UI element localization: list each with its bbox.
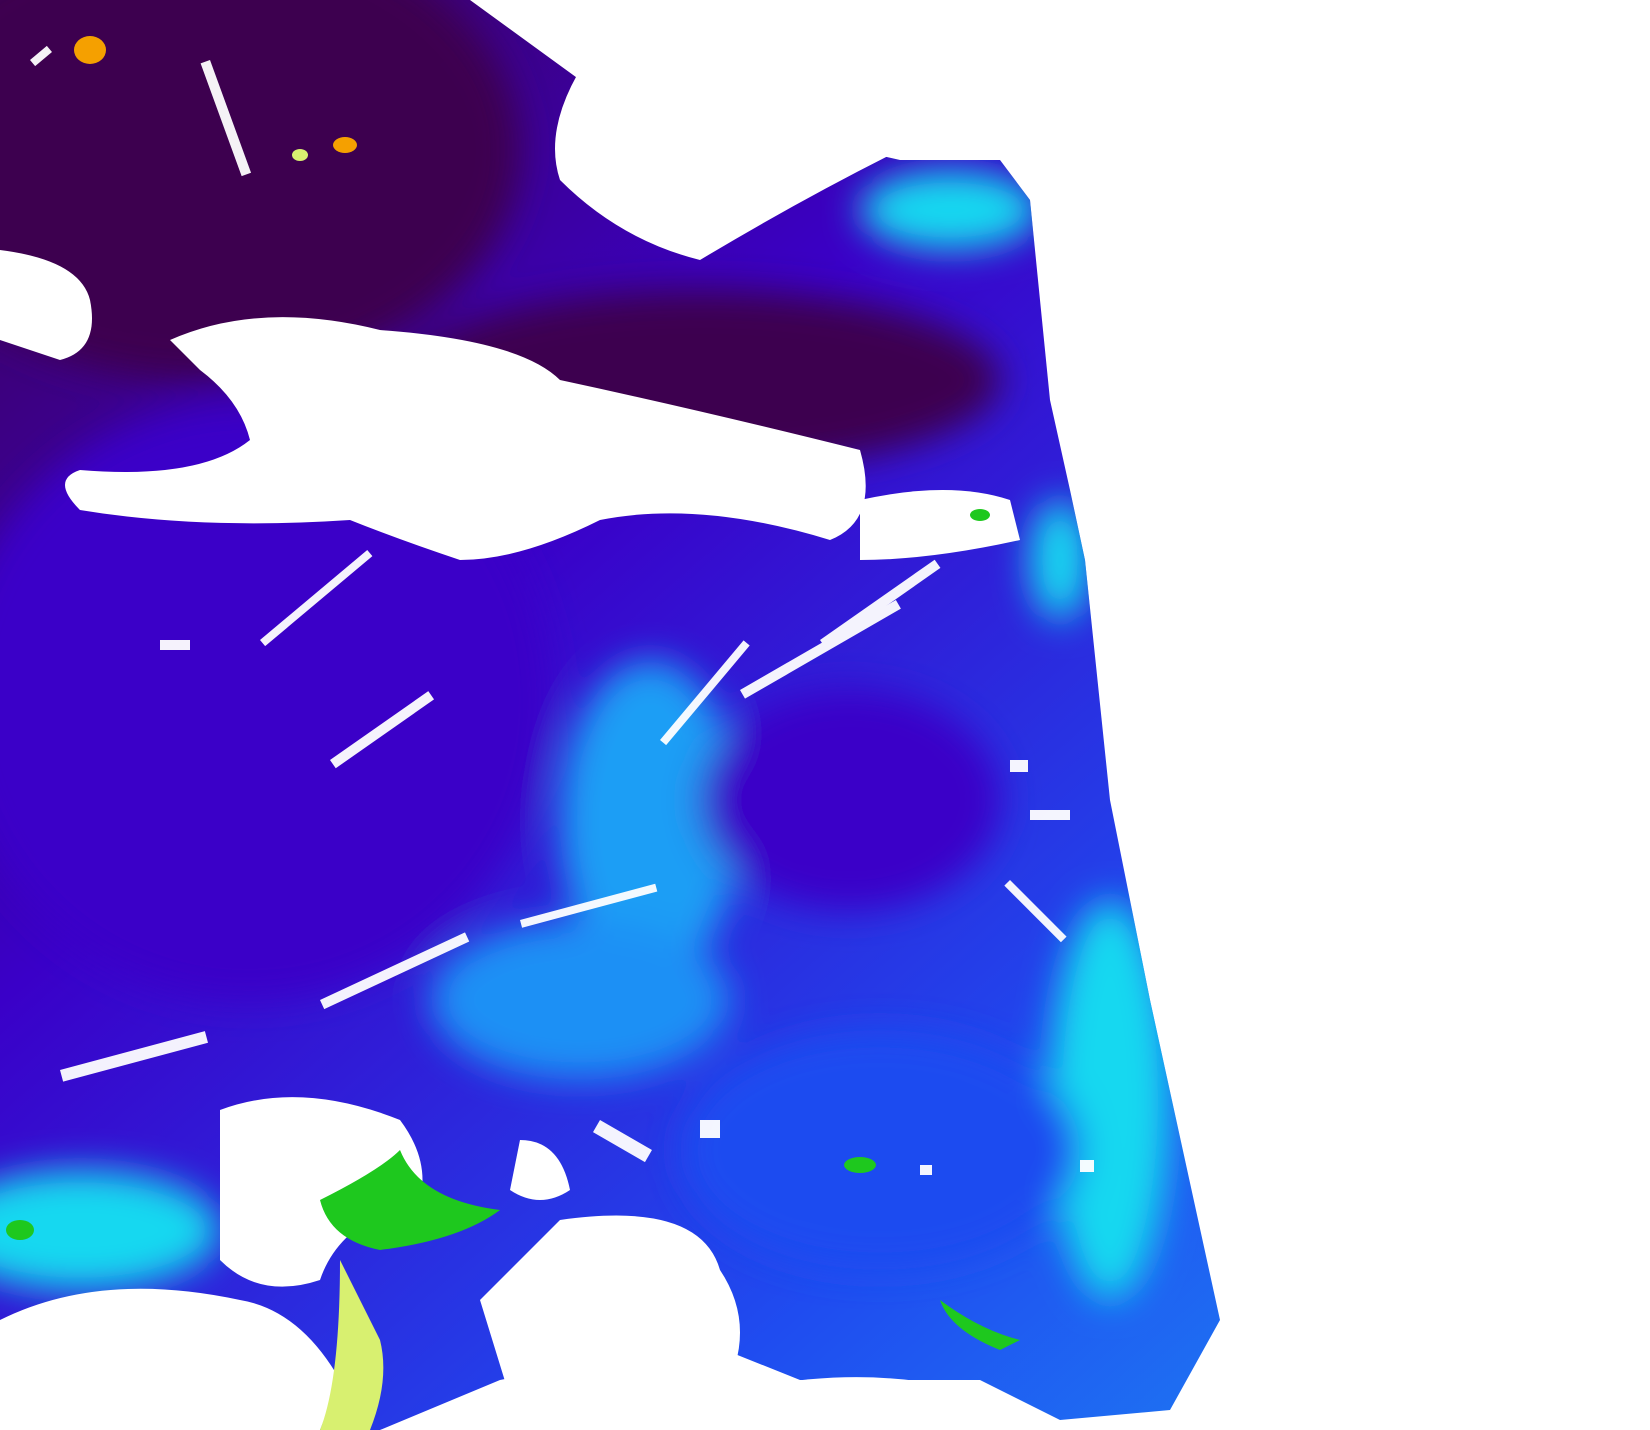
cloud-mask — [0, 38, 1094, 1430]
coastal-bloom — [6, 509, 1020, 1430]
high-value-spots — [74, 36, 357, 161]
